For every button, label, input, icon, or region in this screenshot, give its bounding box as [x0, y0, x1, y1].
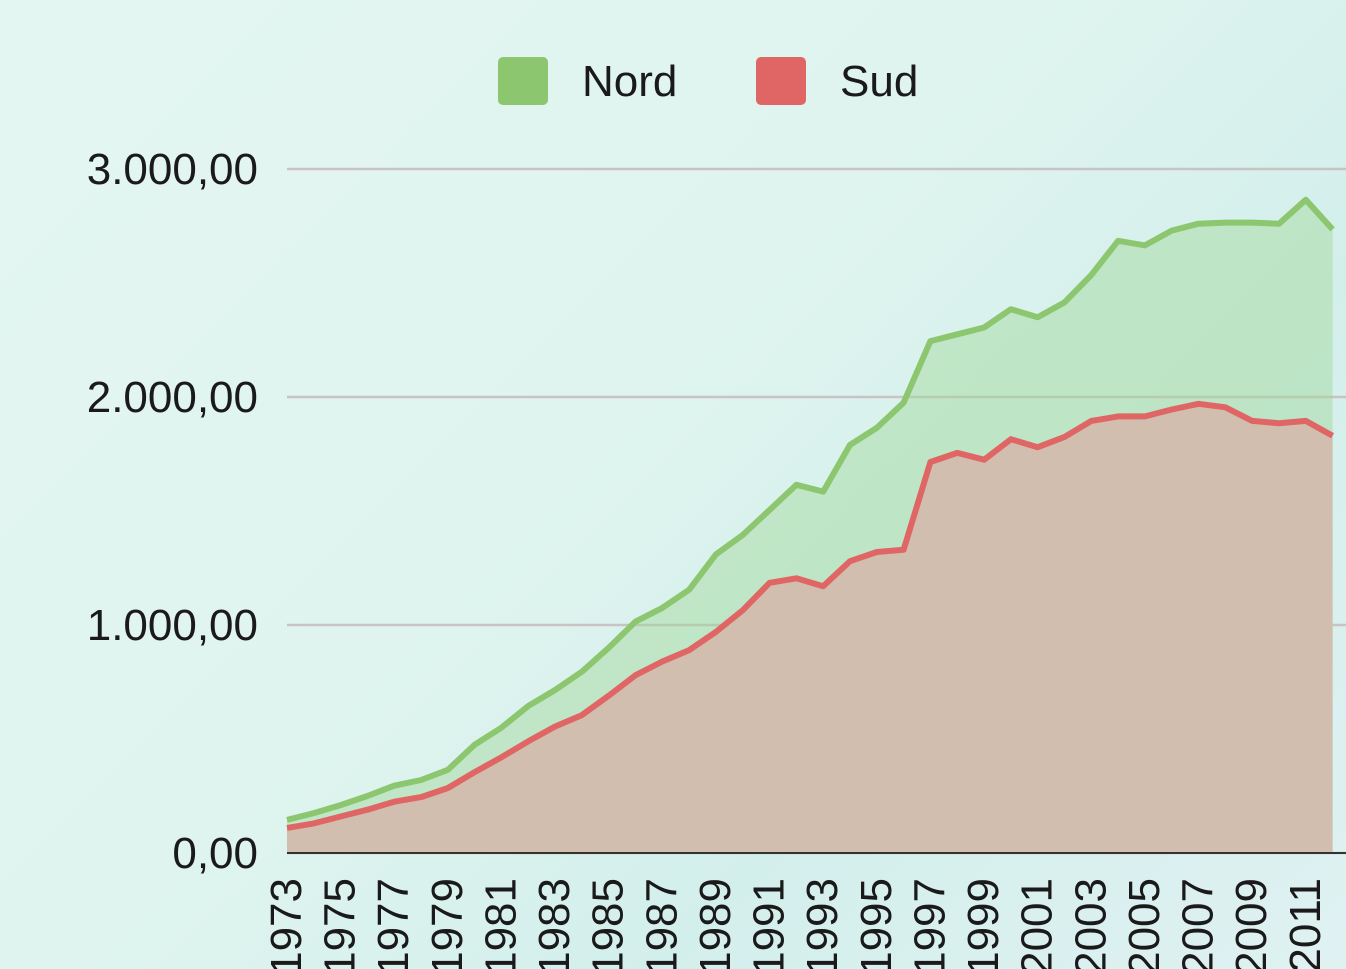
x-tick-label: 2003	[1066, 878, 1115, 969]
x-tick-label: 2009	[1227, 878, 1276, 969]
y-tick-label: 1.000,00	[87, 601, 258, 650]
legend-swatch	[498, 57, 548, 105]
x-tick-label: 1989	[691, 878, 740, 969]
x-tick-label: 2011	[1281, 878, 1330, 969]
legend-label: Sud	[840, 57, 918, 106]
x-tick-label: 1987	[637, 878, 686, 969]
x-tick-label: 2005	[1120, 878, 1169, 969]
x-tick-label: 1979	[423, 878, 472, 969]
y-tick-label: 3.000,00	[87, 145, 258, 194]
x-tick-label: 1981	[476, 878, 525, 969]
legend-swatch	[756, 57, 806, 105]
x-tick-label: 2007	[1174, 878, 1223, 969]
x-tick-label: 1995	[852, 878, 901, 969]
x-tick-label: 1997	[905, 878, 954, 969]
x-tick-label: 1985	[584, 878, 633, 969]
x-tick-label: 1983	[530, 878, 579, 969]
series-line	[286, 400, 1335, 831]
y-tick-label: 2.000,00	[87, 373, 258, 422]
legend-label: Nord	[582, 57, 677, 106]
x-tick-label: 1977	[369, 878, 418, 969]
x-tick-label: 1991	[745, 878, 794, 969]
series-line	[286, 196, 1335, 823]
x-tick-label: 1993	[798, 878, 847, 969]
x-tick-label: 1999	[959, 878, 1008, 969]
area-fill	[287, 403, 1333, 853]
y-tick-label: 0,00	[172, 829, 258, 878]
x-tick-label: 2001	[1013, 878, 1062, 969]
x-tick-label: 1975	[316, 878, 365, 969]
x-tick-label: 1973	[262, 878, 311, 969]
